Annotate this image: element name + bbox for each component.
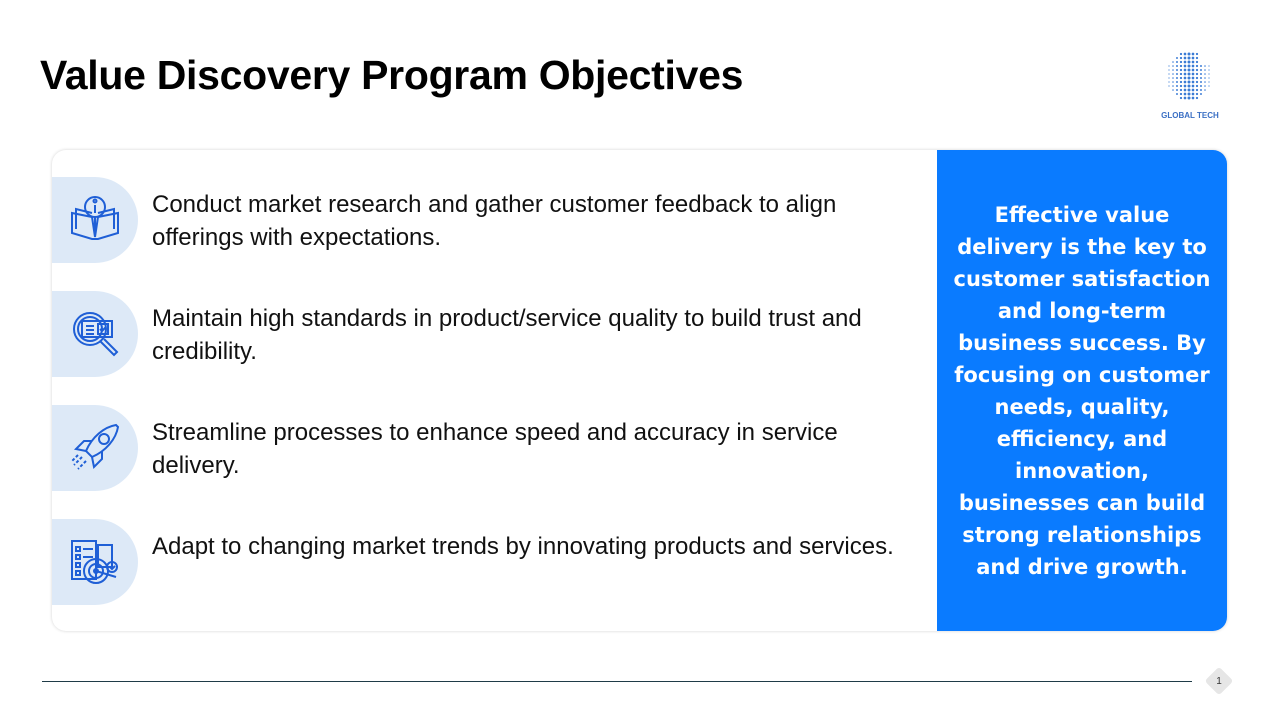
summary-panel: Effective value delivery is the key to c… — [937, 150, 1227, 631]
objective-text: Conduct market research and gather custo… — [152, 191, 837, 251]
footer-divider — [42, 681, 1192, 682]
logo-text: GLOBAL TECH — [1161, 111, 1219, 120]
checklist-target-icon — [52, 519, 138, 605]
objective-row: Adapt to changing market trends by innov… — [52, 519, 932, 605]
objective-text: Maintain high standards in product/servi… — [152, 305, 862, 365]
logo: GLOBAL TECH — [1155, 46, 1225, 122]
globe-logo-icon — [1168, 52, 1210, 100]
book-info-icon — [52, 177, 138, 263]
objective-text: Adapt to changing market trends by innov… — [152, 533, 894, 560]
magnifier-checklist-icon — [52, 291, 138, 377]
page-number-badge: 1 — [1204, 666, 1234, 696]
objective-row: Streamline processes to enhance speed an… — [52, 405, 932, 491]
objective-row: Conduct market research and gather custo… — [52, 177, 932, 263]
summary-text: Effective value delivery is the key to c… — [953, 202, 1211, 579]
page-number: 1 — [1216, 675, 1222, 687]
rocket-gear-icon — [52, 405, 138, 491]
objective-row: Maintain high standards in product/servi… — [52, 291, 932, 377]
objectives-card: Conduct market research and gather custo… — [52, 150, 1227, 631]
page-title: Value Discovery Program Objectives — [40, 52, 744, 98]
objective-text: Streamline processes to enhance speed an… — [152, 419, 838, 479]
